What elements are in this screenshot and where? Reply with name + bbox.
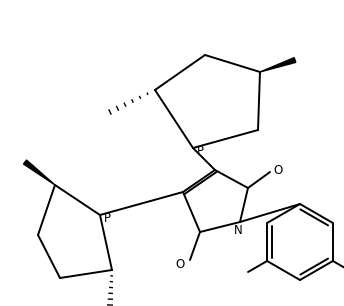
- Text: N: N: [234, 223, 243, 237]
- Text: O: O: [273, 163, 283, 177]
- Text: O: O: [175, 259, 185, 271]
- Polygon shape: [23, 160, 55, 185]
- Text: P: P: [196, 144, 204, 158]
- Polygon shape: [260, 58, 296, 72]
- Text: P: P: [104, 211, 110, 225]
